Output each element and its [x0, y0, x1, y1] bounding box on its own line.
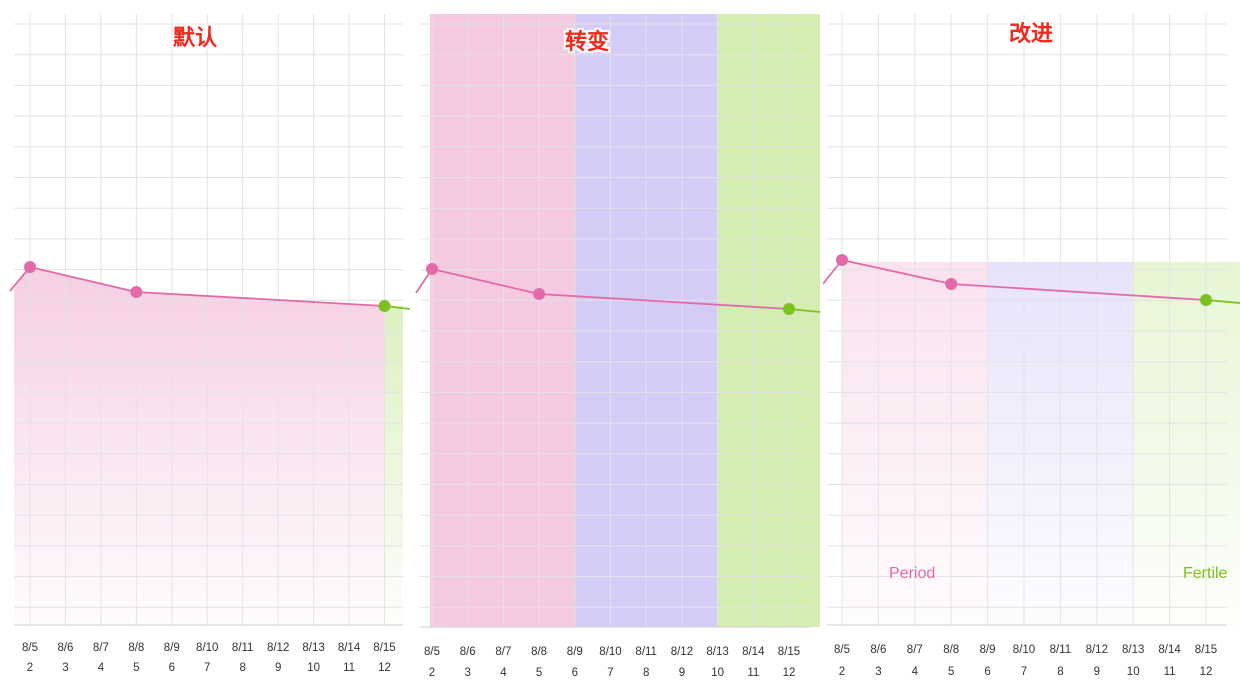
x-tick-day: 9 — [1094, 666, 1100, 678]
x-tick-date: 8/15 — [373, 642, 395, 654]
x-tick-date: 8/5 — [22, 642, 38, 654]
x-tick-day: 5 — [133, 662, 139, 674]
band-fertile — [717, 14, 820, 627]
data-point-8-5 — [24, 261, 36, 273]
data-point-8-15 — [1200, 294, 1212, 306]
x-tick-day: 5 — [536, 667, 542, 679]
x-tick-day: 4 — [98, 662, 105, 674]
x-tick-day: 5 — [948, 666, 954, 678]
x-tick-day: 9 — [275, 662, 281, 674]
x-tick-day: 3 — [62, 662, 68, 674]
x-tick-date: 8/8 — [128, 642, 144, 654]
x-tick-day: 11 — [343, 662, 355, 674]
x-tick-date: 8/11 — [1050, 644, 1072, 656]
x-tick-date: 8/7 — [93, 642, 109, 654]
x-tick-day: 8 — [239, 662, 245, 674]
data-point-8-15 — [378, 300, 391, 312]
x-tick-date: 8/8 — [943, 644, 959, 656]
x-tick-date: 8/10 — [196, 642, 218, 654]
x-tick-date: 8/7 — [495, 646, 511, 658]
chart-svg-transition: 8/5 2 8/6 3 8/7 4 8/8 5 8/9 6 8/10 7 8/11 8 8/12 9 8/13 1… — [415, 14, 820, 679]
chart-svg-default: 8/5 2 8/6 3 8/7 4 8/8 5 8/9 6 8/10 7 8/11 8 8/12 9 8/13 1… — [9, 14, 410, 674]
data-point-8-8 — [130, 286, 143, 298]
data-point-8-8 — [945, 278, 958, 290]
x-tick-date: 8/7 — [907, 644, 923, 656]
band-fertile — [1133, 262, 1240, 625]
chart-panel-improved: Period Fertile 8/5 2 8/6 3 8/7 4 8/8 5 8/9 6 8/10 7 8/… — [823, 0, 1240, 698]
x-tick-date: 8/12 — [671, 646, 693, 658]
data-point-8-5 — [836, 254, 848, 266]
x-tick-date: 8/13 — [1122, 644, 1144, 656]
x-tick-date: 8/13 — [706, 646, 728, 658]
x-tick-day: 12 — [1200, 666, 1213, 678]
grid — [14, 14, 403, 626]
x-tick-date: 8/6 — [460, 646, 476, 658]
x-tick-day: 10 — [307, 662, 320, 674]
x-tick-date: 8/15 — [1195, 644, 1217, 656]
x-tick-date: 8/8 — [531, 646, 547, 658]
x-tick-date: 8/12 — [1086, 644, 1108, 656]
data-point-8-5 — [426, 263, 438, 275]
x-tick-date: 8/6 — [57, 642, 73, 654]
x-tick-day: 11 — [1164, 666, 1176, 678]
x-tick-date: 8/9 — [164, 642, 180, 654]
x-tick-date: 8/13 — [302, 642, 324, 654]
x-tick-day: 12 — [378, 662, 391, 674]
x-tick-day: 4 — [500, 667, 507, 679]
panel-title-improved: 改进 — [1008, 22, 1054, 47]
grid — [827, 14, 1227, 626]
area-fill-fertile — [384, 306, 403, 625]
data-point-8-15 — [783, 303, 795, 315]
x-tick-date: 8/5 — [424, 646, 440, 658]
x-tick-day: 8 — [1057, 666, 1063, 678]
band-period — [430, 14, 575, 627]
x-tick-date: 8/10 — [1013, 644, 1035, 656]
chart-panel-transition: 8/5 2 8/6 3 8/7 4 8/8 5 8/9 6 8/10 7 8/11 8 8/12 9 8/13 1… — [412, 0, 820, 698]
x-tick-date: 8/11 — [635, 646, 657, 658]
x-tick-day: 2 — [429, 667, 435, 679]
data-point-8-8 — [533, 288, 546, 300]
panel-title-default: 默认 — [172, 26, 218, 51]
x-tick-day: 2 — [839, 666, 845, 678]
x-tick-day: 2 — [27, 662, 33, 674]
x-tick-day: 7 — [204, 662, 210, 674]
x-tick-date: 8/10 — [599, 646, 621, 658]
x-tick-day: 6 — [169, 662, 175, 674]
x-tick-day: 6 — [572, 667, 578, 679]
band-label-period: Period — [889, 565, 935, 582]
x-tick-date: 8/6 — [870, 644, 886, 656]
x-tick-date: 8/9 — [980, 644, 996, 656]
x-tick-day: 7 — [1021, 666, 1027, 678]
grid — [420, 14, 812, 628]
x-tick-day: 9 — [679, 667, 685, 679]
x-tick-day: 7 — [607, 667, 613, 679]
x-tick-date: 8/14 — [742, 646, 765, 658]
chart-panel-default: 8/5 2 8/6 3 8/7 4 8/8 5 8/9 6 8/10 7 8/11 8 8/12 9 8/13 1… — [0, 0, 410, 698]
panel-title-transition: 转变 — [564, 30, 610, 55]
x-tick-date: 8/9 — [567, 646, 583, 658]
x-tick-date: 8/12 — [267, 642, 289, 654]
chart-svg-improved: Period Fertile 8/5 2 8/6 3 8/7 4 8/8 5 8/9 6 8/10 7 8/… — [823, 14, 1240, 678]
x-tick-day: 10 — [711, 667, 724, 679]
x-tick-day: 12 — [783, 667, 796, 679]
x-tick-day: 6 — [984, 666, 990, 678]
x-tick-date: 8/14 — [1158, 644, 1181, 656]
x-tick-day: 3 — [464, 667, 470, 679]
area-fill-period — [14, 267, 385, 625]
x-tick-day: 11 — [747, 667, 759, 679]
x-tick-day: 4 — [912, 666, 919, 678]
x-tick-date: 8/11 — [232, 642, 254, 654]
x-tick-day: 10 — [1127, 666, 1140, 678]
x-tick-date: 8/5 — [834, 644, 850, 656]
x-tick-date: 8/14 — [338, 642, 361, 654]
x-tick-date: 8/15 — [778, 646, 800, 658]
band-label-fertile: Fertile — [1183, 565, 1228, 582]
x-tick-day: 8 — [643, 667, 649, 679]
x-tick-day: 3 — [875, 666, 881, 678]
